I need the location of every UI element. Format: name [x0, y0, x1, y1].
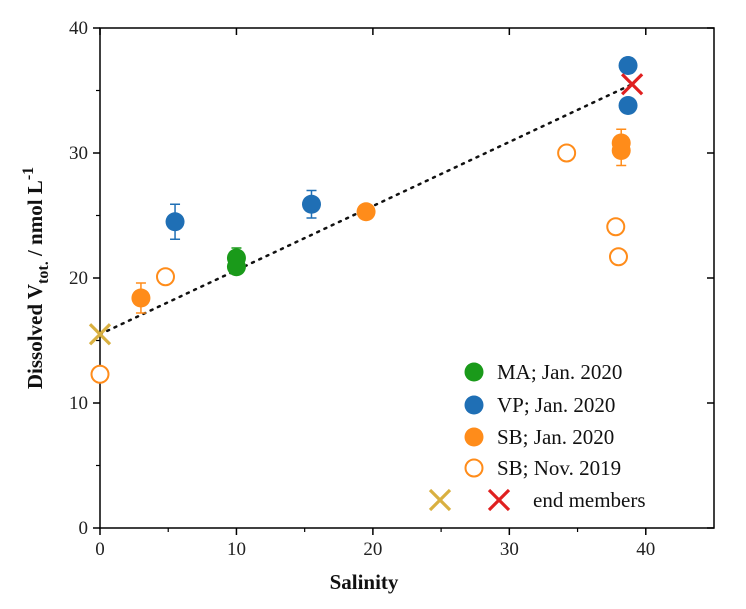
- point-s2-3: [611, 141, 631, 160]
- end-member-marker-stroke-b: [88, 323, 112, 346]
- point-s3-4: [608, 247, 628, 267]
- legend-label: VP; Jan. 2020: [497, 393, 615, 417]
- legend-marker: [464, 427, 484, 447]
- legend-label: SB; Jan. 2020: [497, 425, 614, 449]
- legend-marker: [464, 395, 484, 415]
- y-axis-title: Dissolved Vtot. / nmol L-1: [20, 167, 52, 389]
- legend-marker: [464, 362, 484, 382]
- point-s3-0: [90, 364, 110, 384]
- legend-label: end members: [533, 488, 646, 512]
- point-s3-1: [155, 267, 175, 287]
- y-title-superscript: -1: [20, 167, 37, 180]
- legend-cross-sea-stroke-b: [487, 488, 511, 512]
- point-s0-1: [226, 248, 246, 268]
- x-tick-label: 0: [95, 539, 105, 560]
- x-axis-title: Salinity: [330, 570, 399, 594]
- point-s1-2: [618, 56, 638, 75]
- y-tick-label: 40: [69, 18, 88, 39]
- end-member-marker: [88, 323, 112, 346]
- axis-ticks: 0 10 20 30 40 0 10 20 30 40: [69, 18, 714, 560]
- legend-cross-sea: [487, 488, 511, 512]
- x-tick-label: 20: [363, 539, 382, 560]
- legend-marker: [464, 458, 484, 478]
- legend: MA; Jan. 2020 VP; Jan. 2020 SB; Jan. 2020 S…: [428, 360, 646, 512]
- x-tick-label: 30: [500, 539, 519, 560]
- point-s2-1: [356, 202, 376, 222]
- point-s3-3: [606, 217, 626, 237]
- data-points: [88, 56, 644, 384]
- y-tick-label: 10: [69, 393, 88, 414]
- legend-label: SB; Nov. 2019: [497, 456, 621, 480]
- x-tick-label: 40: [636, 539, 655, 560]
- point-s1-0: [165, 212, 185, 232]
- mixing-line: [98, 83, 634, 336]
- y-title-subscript: tot.: [35, 261, 52, 284]
- point-s3-2: [557, 143, 577, 163]
- point-s1-1: [301, 194, 321, 214]
- x-tick-label: 10: [227, 539, 246, 560]
- legend-cross-land-stroke-b: [428, 488, 452, 512]
- legend-cross-land: [428, 488, 452, 512]
- end-member-marker: [621, 73, 644, 96]
- point-s2-0: [131, 288, 151, 308]
- end-member-marker-stroke-b: [621, 73, 644, 96]
- legend-label: MA; Jan. 2020: [497, 360, 622, 384]
- y-title-main: Dissolved V: [23, 284, 47, 389]
- point-s1-3: [618, 96, 638, 115]
- y-tick-label: 30: [69, 143, 88, 164]
- y-tick-label: 20: [69, 268, 88, 289]
- y-title-unit: / nmol L: [23, 180, 47, 261]
- y-tick-label: 0: [79, 518, 89, 539]
